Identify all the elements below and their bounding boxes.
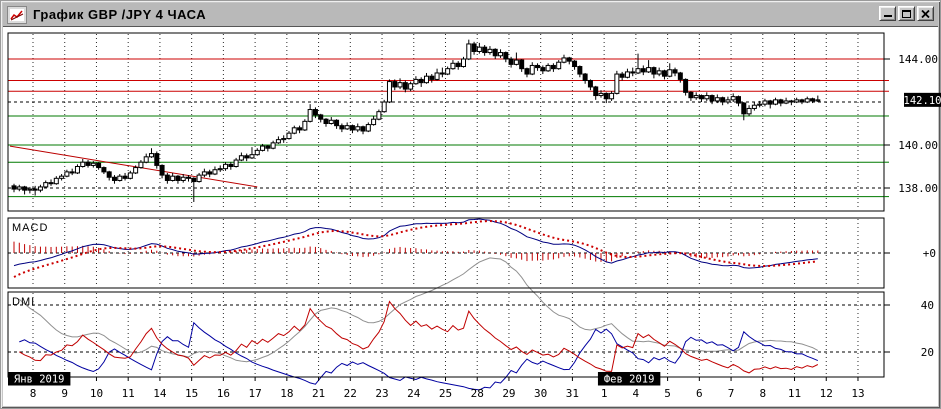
title-bar[interactable]: График GBP /JPY 4 ЧАСА [3,3,938,27]
window-title: График GBP /JPY 4 ЧАСА [33,7,207,22]
close-icon [921,10,930,18]
window-controls [879,6,934,21]
minimize-icon [883,15,892,17]
close-button[interactable] [917,6,934,21]
maximize-button[interactable] [898,6,915,21]
chart-content-area[interactable] [3,27,938,406]
maximize-icon [902,10,911,18]
chart-icon [7,5,27,24]
minimize-button[interactable] [879,6,896,21]
